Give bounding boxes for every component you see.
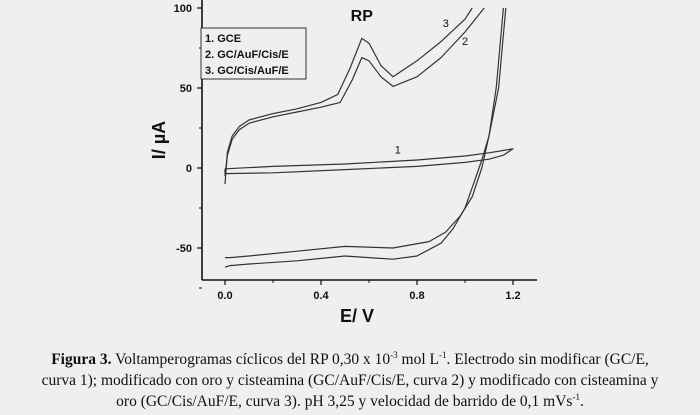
curves: RP 3 2 1 — [224, 7, 514, 268]
voltammogram-chart: 0.0 0.4 0.8 1.2 100 50 0 -50 RP 3 2 1 1. GCE 2. GC… — [149, 0, 537, 326]
y-tick-label: -50 — [176, 243, 192, 255]
y-tick-label: 50 — [180, 83, 192, 95]
caption-text: Voltamperogramas cíclicos del RP 0,30 x … — [111, 351, 391, 368]
legend-entry-1: 1. GCE — [205, 33, 241, 45]
figure-caption: Figura 3. Voltamperogramas cíclicos del … — [0, 349, 700, 412]
curve-label: 3 — [443, 18, 449, 30]
caption-text: oro (GC/Cis/AuF/E, curva 3). pH 3,25 y v… — [116, 393, 573, 410]
curve-label: 1 — [395, 145, 401, 157]
legend-entry-2: 2. GC/AuF/Cis/E — [205, 49, 289, 61]
curve-3 — [224, 7, 507, 259]
curve-1 — [224, 148, 514, 175]
legend-entry-3: 3. GC/Cis/AuF/E — [205, 65, 289, 77]
caption-text: curva 1); modificado con oro y cisteamin… — [41, 372, 659, 389]
x-tick-label: 0.4 — [313, 290, 329, 302]
x-tick-label: 0.8 — [409, 290, 424, 302]
x-axis-label: E/ V — [340, 306, 374, 326]
caption-sup: -1 — [439, 350, 447, 360]
peak-label: RP — [351, 8, 374, 25]
axes: 0.0 0.4 0.8 1.2 100 50 0 -50 — [174, 0, 537, 302]
caption-label: Figura 3. — [51, 351, 112, 368]
legend: 1. GCE 2. GC/AuF/Cis/E 3. GC/Cis/AuF/E — [200, 27, 307, 80]
y-tick-label: 0 — [186, 163, 192, 175]
legend-box — [200, 27, 307, 80]
caption-text: . — [579, 393, 584, 410]
caption-sup: -1 — [572, 392, 580, 402]
caption-sup: -3 — [390, 350, 398, 360]
curve-label: 2 — [462, 36, 468, 48]
y-axis-label: I/ µA — [149, 121, 169, 159]
caption-text: mol L — [397, 351, 439, 368]
y-tick-label: 100 — [174, 3, 192, 15]
caption-text: . Electrodo sin modificar (GC/E, — [446, 351, 649, 368]
x-tick-label: 1.2 — [505, 290, 520, 302]
x-tick-label: 0.0 — [217, 290, 232, 302]
